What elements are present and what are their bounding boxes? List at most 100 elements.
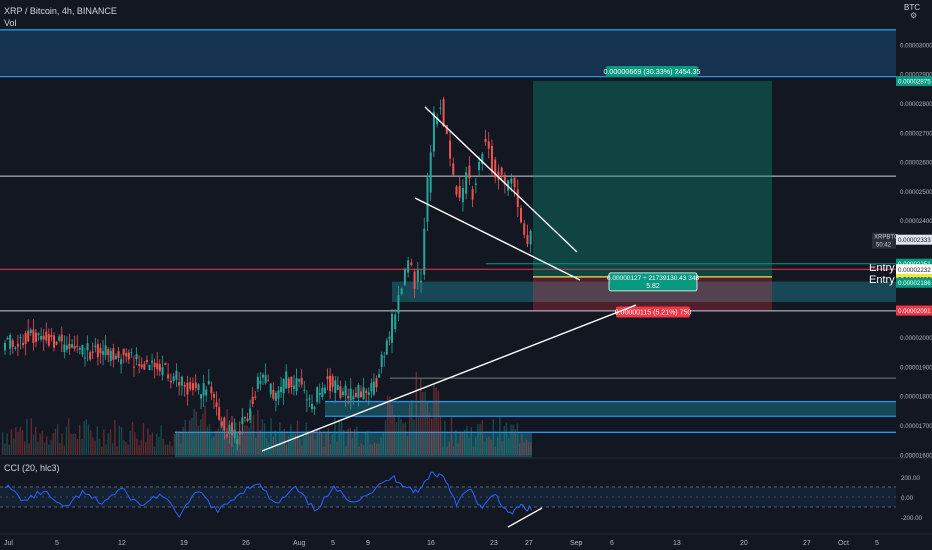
x-tick-label: 20 — [740, 540, 748, 547]
candle-body — [178, 382, 181, 386]
candle-body — [388, 336, 391, 340]
volume-bar — [263, 423, 266, 455]
candle-body — [112, 348, 115, 360]
volume-bar — [347, 428, 349, 455]
candle-body — [236, 439, 239, 444]
position-tool[interactable]: 0.00000669 (30.33%) 2454.35 0.00000127 ÷ … — [486, 66, 896, 318]
volume-bar — [530, 441, 532, 455]
volume-bar — [123, 440, 125, 455]
y-tick-label: 0.00002500 — [900, 189, 932, 196]
candle-body — [27, 330, 30, 342]
volume-bar — [173, 433, 175, 455]
volume-bar — [162, 438, 164, 455]
volume-bar — [257, 410, 259, 455]
price-label-bg — [896, 76, 932, 87]
volume-bar — [433, 383, 435, 455]
candle-body — [423, 228, 426, 275]
candle-body — [148, 364, 151, 370]
volume-bar — [437, 390, 439, 455]
time-axis[interactable]: Jul 5 12 19 26 Aug 5 9 16 23 27 Sep 6 13 20 27 Oct 5 — [0, 533, 932, 547]
volume-bar — [54, 428, 57, 455]
volume-bar — [184, 419, 186, 455]
volume-bar — [26, 418, 28, 455]
entry-label-text: 0.00000127 ÷ 21739130.43 348 — [607, 275, 700, 282]
volume-bar — [343, 429, 345, 455]
volume-bar — [349, 428, 351, 455]
volume-bar — [248, 427, 250, 455]
x-tick-label: 6 — [610, 540, 614, 547]
volume-bar — [127, 444, 129, 455]
volume-bar — [411, 399, 413, 455]
volume-bars — [2, 371, 532, 455]
volume-bar — [519, 443, 521, 455]
volume-bar — [351, 438, 354, 455]
volume-bar — [422, 392, 424, 455]
volume-bar — [87, 424, 90, 455]
candle-body — [362, 387, 365, 399]
candle-body — [24, 333, 27, 344]
volume-bar — [43, 442, 46, 455]
volume-bar — [92, 437, 94, 455]
volume-bar — [2, 432, 4, 455]
volume-bar — [68, 418, 70, 455]
candle-body — [391, 313, 393, 343]
price-label-bg — [896, 264, 932, 275]
candle-body — [40, 335, 43, 340]
candle-body — [269, 383, 272, 395]
price-label-bg — [896, 234, 932, 245]
gear-icon[interactable]: ⚙ — [910, 11, 918, 20]
volume-bar — [160, 425, 162, 455]
candle-body — [130, 352, 133, 354]
trend-drawings[interactable] — [261, 106, 637, 528]
volume-bar — [523, 442, 525, 455]
x-tick-label: 5 — [331, 540, 335, 547]
volume-bar — [398, 415, 400, 455]
volume-bar — [395, 422, 398, 455]
candle-body — [436, 117, 439, 125]
volume-bar — [112, 443, 114, 455]
candle-body — [34, 332, 37, 342]
volume-bar — [189, 420, 191, 455]
candle-body — [197, 384, 200, 391]
volume-bar — [360, 443, 362, 455]
candle-body — [138, 363, 141, 366]
volume-bar — [389, 396, 391, 455]
candle-body — [251, 396, 254, 405]
volume-bar — [244, 425, 246, 455]
candle-body — [86, 343, 89, 351]
candle-body — [529, 231, 532, 245]
candle-body — [267, 379, 270, 381]
volume-bar — [479, 423, 481, 455]
candle-body — [503, 175, 506, 185]
volume-bar — [303, 436, 305, 455]
target-label: 0.00000669 (30.33%) 2454.35 — [603, 66, 701, 78]
volume-bar — [195, 411, 197, 455]
volume-bar — [510, 424, 512, 455]
volume-bar — [191, 418, 193, 455]
candle-body — [47, 334, 50, 346]
stop-label-text: 0.00000115 (5.21%) 750 — [615, 310, 692, 317]
volume-bar — [354, 429, 356, 455]
candle-body — [81, 344, 84, 355]
y-tick-label: 0.00002700 — [900, 130, 932, 137]
candle-body — [145, 360, 148, 363]
volume-bar — [259, 430, 261, 455]
x-tick-label: 27 — [803, 540, 811, 547]
volume-bar — [129, 430, 131, 455]
cci-tick-label: -200.00 — [901, 515, 923, 522]
candle-body — [76, 345, 79, 347]
candle-body — [186, 382, 189, 395]
volume-bar — [250, 410, 252, 455]
candle-body — [4, 342, 6, 351]
candle-body — [272, 389, 275, 399]
volume-bar — [19, 426, 21, 455]
volume-bar — [464, 430, 466, 455]
volume-bar — [76, 439, 79, 455]
candle-body — [375, 378, 378, 388]
candle-body — [215, 402, 218, 407]
volume-bar — [237, 435, 239, 455]
volume-bar — [461, 432, 464, 455]
candle-body — [228, 424, 231, 435]
candle-body — [16, 343, 19, 347]
